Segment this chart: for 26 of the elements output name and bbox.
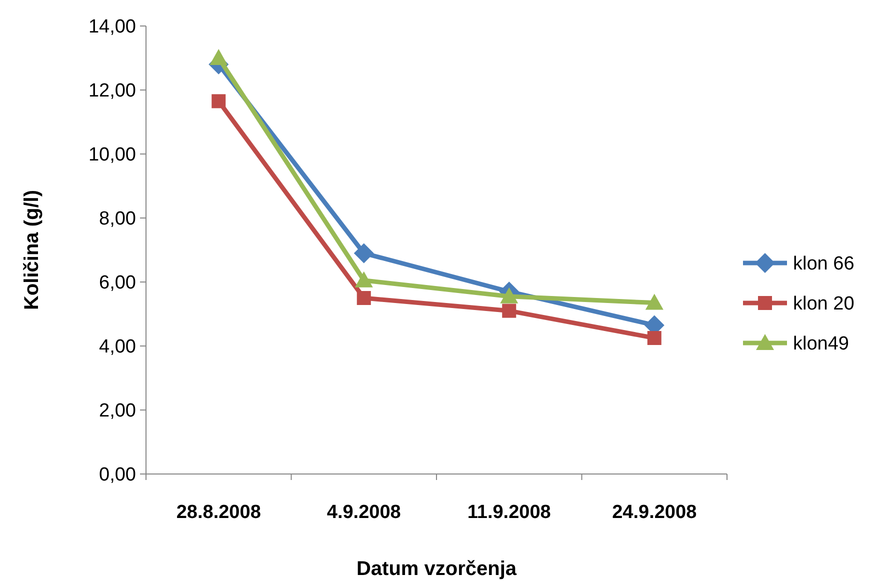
y-tick-label: 0,00 xyxy=(99,464,136,486)
x-tick-label: 11.9.2008 xyxy=(467,502,551,523)
legend-label: klon 20 xyxy=(793,294,854,315)
x-axis-title: Datum vzorčenja xyxy=(356,558,518,580)
y-tick-label: 6,00 xyxy=(99,272,136,294)
point xyxy=(356,291,371,305)
point xyxy=(502,304,516,318)
point xyxy=(354,271,373,288)
point xyxy=(354,243,374,264)
point xyxy=(645,294,664,310)
point xyxy=(647,331,662,345)
y-tick-label: 4,00 xyxy=(99,336,136,358)
y-tick-label: 14,00 xyxy=(88,16,136,38)
y-tick-label: 12,00 xyxy=(88,80,136,102)
y-axis-title: Količina (g/l) xyxy=(21,190,43,310)
x-tick-label: 28.8.2008 xyxy=(176,502,261,523)
y-tick-label: 8,00 xyxy=(99,208,136,230)
y-tick-label: 10,00 xyxy=(88,144,136,166)
x-tick-label: 24.9.2008 xyxy=(612,502,697,523)
legend-label: klon49 xyxy=(793,334,849,355)
x-tick-label: 4.9.2008 xyxy=(326,502,401,523)
y-tick-label: 2,00 xyxy=(99,400,136,422)
point xyxy=(500,287,518,304)
point xyxy=(212,94,226,108)
legend-label: klon 66 xyxy=(793,254,854,275)
point xyxy=(210,49,228,65)
